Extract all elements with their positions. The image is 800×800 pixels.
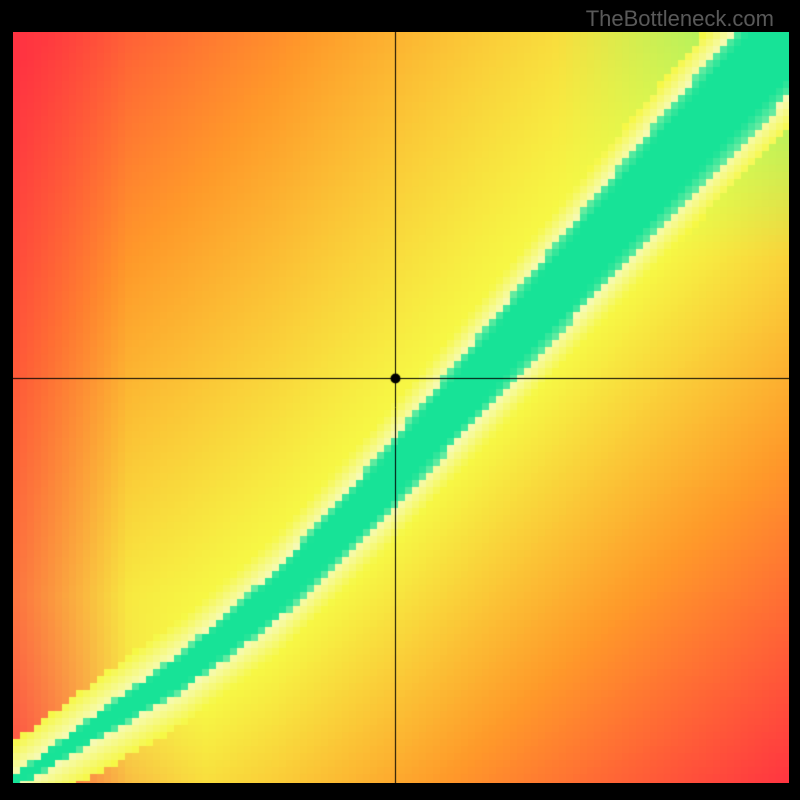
chart-frame: TheBottleneck.com bbox=[0, 0, 800, 800]
watermark-text: TheBottleneck.com bbox=[586, 6, 774, 32]
bottleneck-heatmap bbox=[13, 32, 789, 783]
